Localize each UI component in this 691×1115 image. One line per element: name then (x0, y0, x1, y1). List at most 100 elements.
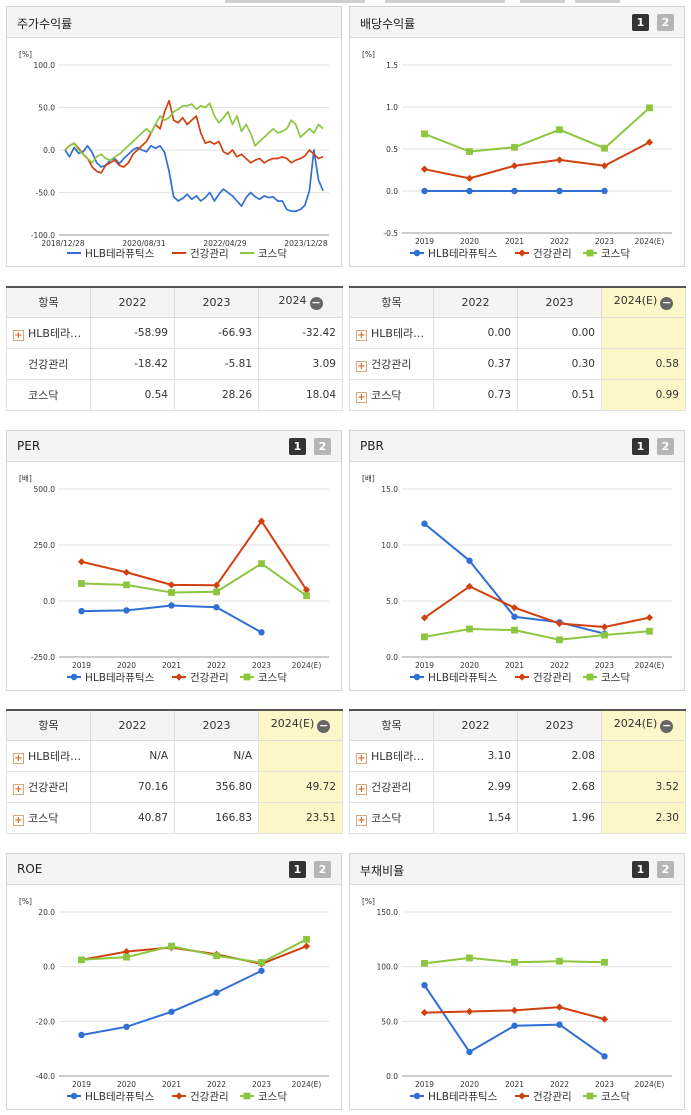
series-red (420, 582, 654, 631)
series-green (78, 935, 310, 966)
expand-plus-icon[interactable]: + (13, 814, 24, 826)
value-cell: 70.16 (90, 770, 175, 803)
legend-item-blue[interactable]: HLB테라퓨틱스 (410, 1091, 498, 1103)
col-header: 2022 (433, 709, 518, 741)
data-point (123, 1023, 130, 1030)
data-point (510, 1006, 519, 1014)
col-header: 2022 (90, 286, 175, 318)
chart-mode-1-button[interactable]: 1 (632, 438, 649, 455)
expand-plus-icon[interactable]: + (356, 360, 367, 372)
x-tick-label: 2019 (72, 661, 91, 670)
table-row: + 건강관리 0.37 0.30 0.58 (349, 347, 686, 380)
expand-plus-icon[interactable]: + (356, 329, 367, 341)
panel-title: 배당수익률 (360, 17, 416, 31)
data-point (78, 956, 85, 964)
chart-mode-2-button[interactable]: 2 (657, 861, 674, 878)
series-green (78, 560, 310, 600)
chart-mode-1-button[interactable]: 1 (632, 14, 649, 31)
legend-item-green[interactable]: 코스닥 (583, 1091, 630, 1103)
row-label: 코스닥 (28, 388, 59, 402)
panel-header: PER 1 2 (7, 431, 341, 462)
series-line (423, 984, 606, 1058)
series-green (64, 102, 324, 164)
panel-dividend-yield: 배당수익률 1 2 [%] 1.5 1.0 0.5 0.0 -0.5 2019 2020 202… (349, 6, 685, 267)
legend-item-blue[interactable]: HLB테라퓨틱스 (410, 248, 498, 260)
y-tick-label: 5.0 (386, 597, 398, 606)
expand-plus-icon[interactable]: + (13, 752, 24, 764)
data-point (258, 967, 265, 974)
data-point (421, 130, 428, 138)
col-header: 2023 (517, 286, 602, 318)
series-blue (78, 967, 265, 1039)
legend-item-red[interactable]: 건강관리 (515, 1091, 572, 1103)
collapse-icon[interactable]: − (317, 719, 331, 734)
x-tick-label: 2020 (117, 1080, 136, 1089)
collapse-icon[interactable]: − (309, 296, 323, 311)
data-point (511, 1022, 518, 1029)
y-tick-label: 0.0 (43, 146, 55, 155)
series-line (424, 628, 650, 641)
chart-pbr: [배] 15.0 10.0 5.0 0.0 2019 2020 2021 2022 2023 202… (362, 474, 672, 684)
table-per: 항목 2022 2023 2024(E) − + HLB테라… N/A N/A + 건강관리… (6, 709, 343, 834)
series-green (421, 625, 653, 644)
expand-plus-icon[interactable]: + (356, 783, 367, 795)
chart-mode-1-button[interactable]: 1 (289, 861, 306, 878)
legend-label: 코스닥 (601, 1091, 630, 1103)
legend-marker (175, 1092, 183, 1100)
row-name-cell: + HLB테라… (349, 739, 434, 772)
collapse-icon[interactable]: − (660, 296, 674, 311)
data-point (258, 959, 265, 966)
data-point (77, 558, 86, 566)
legend-item-green[interactable]: 코스닥 (240, 1091, 287, 1103)
x-tick-label: 2019 (415, 661, 434, 670)
data-point (302, 586, 311, 594)
legend-item-green[interactable]: 코스닥 (583, 248, 630, 260)
expand-plus-icon[interactable]: + (13, 329, 24, 341)
row-label: HLB테라… (28, 749, 82, 763)
legend-item-blue[interactable]: HLB테라퓨틱스 (410, 672, 498, 684)
panel-title: PER (17, 439, 41, 453)
legend-item-blue[interactable]: HLB테라퓨틱스 (67, 1091, 155, 1103)
value-cell: 0.00 (517, 316, 602, 349)
legend-item-red[interactable]: 건강관리 (515, 672, 572, 684)
expand-plus-icon[interactable]: + (356, 814, 367, 826)
legend-item-green[interactable]: 코스닥 (240, 248, 287, 260)
expand-plus-icon[interactable]: + (356, 752, 367, 764)
y-tick-label: 150.0 (377, 908, 399, 917)
legend-item-blue[interactable]: HLB테라퓨틱스 (67, 248, 155, 260)
legend-label: 건강관리 (190, 248, 229, 260)
data-point (78, 607, 85, 615)
col-header: 항목 (6, 709, 91, 741)
value-cell: -32.42 (258, 316, 343, 349)
chart-mode-1-button[interactable]: 1 (289, 438, 306, 455)
expand-plus-icon[interactable]: + (13, 783, 24, 795)
chart-mode-2-button[interactable]: 2 (657, 14, 674, 31)
y-tick-label: -100.0 (31, 231, 55, 240)
data-point (78, 580, 85, 587)
legend-item-green[interactable]: 코스닥 (240, 672, 287, 684)
y-unit-label: [%] (362, 50, 375, 59)
legend-item-red[interactable]: 건강관리 (172, 1091, 229, 1103)
data-point (465, 1007, 474, 1016)
legend-item-blue[interactable]: HLB테라퓨틱스 (67, 672, 155, 684)
collapse-icon[interactable]: − (660, 719, 674, 734)
chart-mode-1-button[interactable]: 1 (632, 861, 649, 878)
data-point (511, 613, 518, 620)
chart-mode-2-button[interactable]: 2 (314, 861, 331, 878)
chart-mode-2-button[interactable]: 2 (314, 438, 331, 455)
panel-header: ROE 1 2 (7, 854, 341, 885)
y-tick-label: 1.0 (386, 103, 398, 112)
table-row: 건강관리 -18.42 -5.81 3.09 (6, 347, 343, 380)
data-point (556, 187, 563, 195)
data-point (303, 935, 310, 943)
y-tick-label: 50.0 (38, 104, 55, 113)
legend-item-red[interactable]: 건강관리 (172, 672, 229, 684)
chart-mode-2-button[interactable]: 2 (657, 438, 674, 455)
data-point (122, 568, 131, 576)
legend-item-green[interactable]: 코스닥 (583, 672, 630, 684)
legend-item-red[interactable]: 건강관리 (172, 248, 229, 260)
legend-label: 코스닥 (601, 672, 630, 684)
legend-item-red[interactable]: 건강관리 (515, 248, 572, 260)
expand-plus-icon[interactable]: + (356, 391, 367, 403)
